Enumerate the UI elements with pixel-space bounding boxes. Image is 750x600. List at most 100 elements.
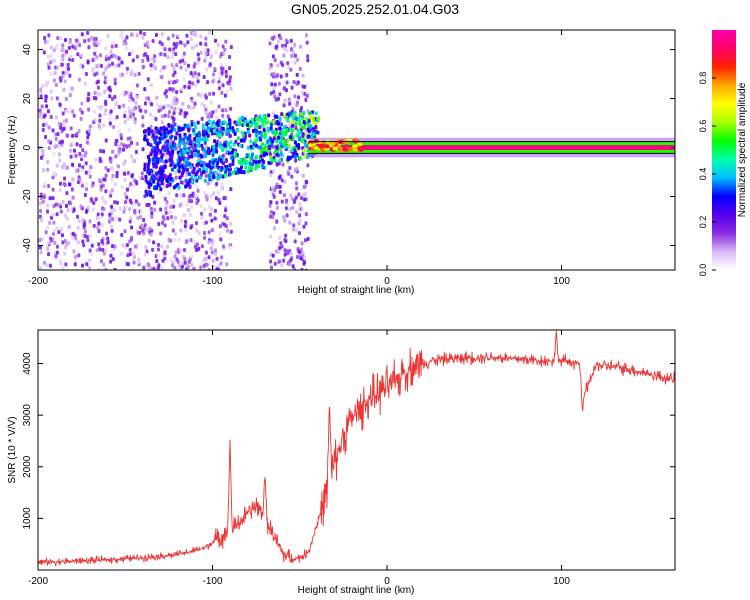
heatmap-cell	[280, 129, 284, 134]
heatmap-cell	[216, 42, 220, 47]
heatmap-cell	[269, 200, 273, 205]
heatmap-cell	[43, 260, 47, 265]
heatmap-cell	[214, 124, 218, 129]
heatmap-cell	[165, 103, 169, 108]
heatmap-cell	[272, 35, 276, 40]
heatmap-cell	[149, 143, 153, 148]
heatmap-cell	[304, 142, 308, 147]
heatmap-cell	[143, 137, 147, 142]
heatmap-cell	[83, 233, 87, 238]
heatmap-cell	[186, 207, 190, 212]
heatmap-cell	[193, 131, 197, 136]
heatmap-cell	[204, 107, 208, 112]
heatmap-cell	[228, 55, 232, 60]
heatmap-cell	[163, 147, 167, 152]
heatmap-cell	[93, 118, 97, 123]
heatmap-cell	[114, 142, 118, 147]
heatmap-cell	[303, 192, 307, 197]
heatmap-cell	[194, 171, 198, 176]
heatmap-cell	[39, 155, 43, 160]
heatmap-cell	[228, 66, 232, 71]
heatmap-cell	[162, 105, 166, 110]
heatmap-cell	[269, 234, 273, 239]
heatmap-cell	[108, 190, 112, 195]
heatmap-cell	[298, 156, 302, 161]
heatmap-cell	[109, 224, 113, 229]
heatmap-cell	[222, 120, 226, 125]
heatmap-cell	[126, 117, 130, 122]
heatmap-cell	[304, 238, 308, 243]
heatmap-cell	[203, 207, 207, 212]
heatmap-cell	[51, 175, 55, 180]
heatmap-cell	[189, 193, 193, 198]
heatmap-cell	[187, 198, 191, 203]
heatmap-cell	[43, 35, 47, 40]
heatmap-cell	[117, 144, 121, 149]
heatmap-cell	[288, 101, 292, 106]
heatmap-cell	[318, 144, 325, 149]
heatmap-cell	[103, 80, 107, 85]
heatmap-cell	[99, 107, 103, 112]
heatmap-cell	[46, 40, 50, 45]
heatmap-cell	[209, 53, 213, 58]
chart-title: GN05.2025.252.01.04.G03	[291, 1, 459, 17]
heatmap-cell	[173, 170, 177, 175]
heatmap-cell	[127, 127, 131, 132]
heatmap-cell	[276, 39, 280, 44]
heatmap-cell	[229, 45, 233, 50]
heatmap-cell	[195, 75, 199, 80]
heatmap-cell	[41, 168, 45, 173]
heatmap-cell	[267, 160, 271, 165]
y-tick-label: -40	[22, 238, 33, 253]
heatmap-cell	[323, 144, 330, 149]
heatmap-cell	[281, 162, 285, 167]
heatmap-cell	[166, 139, 170, 144]
heatmap-cell	[267, 113, 271, 118]
heatmap-cell	[141, 228, 145, 233]
heatmap-cell	[209, 100, 213, 105]
heatmap-cell	[159, 68, 163, 73]
heatmap-cell	[278, 259, 282, 264]
heatmap-cell	[295, 81, 299, 86]
heatmap-cell	[199, 211, 203, 216]
heatmap-cell	[303, 125, 307, 130]
heatmap-cell	[278, 174, 282, 179]
heatmap-cell	[271, 253, 275, 258]
heatmap-cell	[149, 232, 153, 237]
heatmap-cell	[190, 150, 194, 155]
heatmap-cell	[119, 73, 123, 78]
heatmap-cell	[229, 222, 233, 227]
heatmap-cell	[153, 207, 157, 212]
heatmap-cell	[169, 257, 173, 262]
heatmap-cell	[185, 33, 189, 38]
heatmap-cell	[177, 142, 181, 147]
colorbar-tick-label: 0.0	[698, 264, 708, 277]
heatmap-cell	[192, 105, 196, 110]
heatmap-cell	[255, 129, 259, 134]
heatmap-cell	[208, 212, 212, 217]
heatmap-cell	[61, 43, 65, 48]
heatmap-cell	[180, 261, 184, 266]
heatmap-cell	[309, 124, 313, 129]
heatmap-cell	[77, 129, 81, 134]
heatmap-cell	[147, 171, 151, 176]
heatmap-cell	[138, 176, 142, 181]
heatmap-cell	[64, 97, 68, 102]
heatmap-cell	[298, 67, 302, 72]
heatmap-cell	[280, 122, 284, 127]
heatmap-cell	[223, 173, 227, 178]
heatmap-cell	[74, 43, 78, 48]
heatmap-cell	[133, 73, 137, 78]
heatmap-cell	[155, 259, 159, 264]
heatmap-cell	[115, 174, 119, 179]
heatmap-cell	[217, 264, 221, 269]
heatmap-cell	[67, 182, 71, 187]
heatmap-cell	[286, 64, 290, 69]
heatmap-cell	[246, 129, 250, 134]
heatmap-cell	[63, 251, 67, 256]
heatmap-cell	[230, 155, 234, 160]
heatmap-cell	[305, 93, 309, 98]
heatmap-cell	[106, 33, 110, 38]
heatmap-cell	[165, 144, 169, 149]
heatmap-cell	[152, 174, 156, 179]
